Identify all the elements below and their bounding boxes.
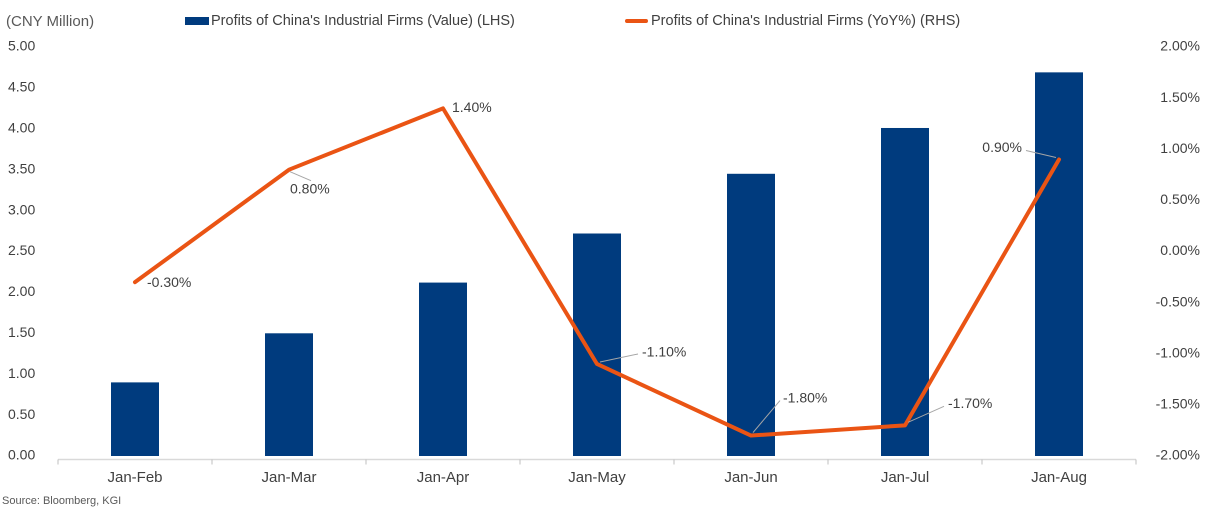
x-axis-label: Jan-Jun: [724, 469, 777, 486]
left-axis-tick-label: 0.50: [8, 406, 35, 422]
x-axis-label: Jan-May: [568, 469, 626, 486]
data-label-leader-line: [1025, 149, 1057, 158]
right-axis-tick-label: -1.50%: [1156, 396, 1200, 412]
legend-item-line: Profits of China's Industrial Firms (YoY…: [625, 12, 960, 29]
left-axis-tick-label: 4.50: [8, 79, 35, 95]
data-label: -1.70%: [948, 395, 992, 411]
data-label: 0.90%: [982, 139, 1022, 155]
data-label-leader-line: [599, 353, 639, 363]
x-axis-label: Jan-Feb: [107, 469, 162, 486]
x-axis-label: Jan-Apr: [417, 469, 470, 486]
legend-line-label: Profits of China's Industrial Firms (YoY…: [651, 12, 961, 29]
right-axis-tick-label: -1.00%: [1156, 344, 1200, 360]
data-label-leader-line: [752, 400, 781, 433]
left-axis-tick-label: 4.00: [8, 120, 35, 136]
right-axis-tick-label: 0.00%: [1160, 242, 1200, 258]
left-axis-tick-label: 1.50: [8, 324, 35, 340]
right-axis-tick-label: 0.50%: [1160, 191, 1200, 207]
right-axis-tick-label: -2.00%: [1156, 447, 1200, 463]
legend-bar-label: Profits of China's Industrial Firms (Val…: [211, 12, 515, 29]
data-label-leader-line: [907, 405, 945, 423]
left-axis-tick-label: 2.50: [8, 242, 35, 258]
bar: [573, 233, 621, 456]
data-label: -1.80%: [783, 389, 827, 405]
bar: [111, 382, 159, 456]
x-axis-label: Jan-Mar: [261, 469, 316, 486]
data-label: 1.40%: [452, 99, 492, 115]
left-axis-tick-label: 2.00: [8, 283, 35, 299]
data-label: 0.80%: [290, 180, 330, 196]
bar: [265, 333, 313, 456]
axis-unit-label: (CNY Million): [6, 13, 95, 30]
bar: [727, 173, 775, 457]
data-label: -0.30%: [147, 274, 191, 290]
legend-bar-swatch-icon: [185, 16, 209, 25]
legend-line-swatch-icon: [625, 18, 648, 23]
bar: [881, 127, 929, 457]
left-axis-tick-label: 3.00: [8, 201, 35, 217]
data-label-leader-line: [289, 171, 312, 182]
left-axis-tick-label: 1.00: [8, 365, 35, 381]
bar: [1035, 72, 1083, 456]
left-axis-tick-label: 3.50: [8, 160, 35, 176]
source-note: Source: Bloomberg, KGI: [2, 495, 122, 507]
right-axis-tick-label: 1.50%: [1160, 89, 1200, 105]
right-axis-tick-label: 2.00%: [1160, 38, 1200, 54]
left-axis-tick-label: 5.00: [8, 38, 35, 54]
data-label: -1.10%: [642, 344, 686, 360]
left-axis-tick-label: 0.00: [8, 447, 35, 463]
legend-item-bars: Profits of China's Industrial Firms (Val…: [185, 12, 515, 29]
x-axis-label: Jan-Jul: [881, 469, 929, 486]
bar: [419, 282, 467, 456]
line-series: [133, 106, 1061, 438]
x-axis-label: Jan-Aug: [1031, 469, 1087, 486]
right-axis-tick-label: -0.50%: [1156, 293, 1200, 309]
right-axis-tick-label: 1.00%: [1160, 140, 1200, 156]
